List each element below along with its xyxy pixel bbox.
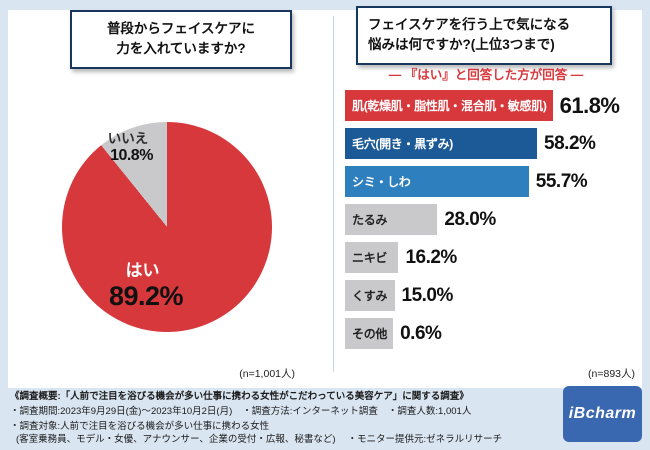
pie-no-label: いいえ xyxy=(107,131,149,146)
bar-row: その他 0.6% xyxy=(345,318,637,349)
pie-question-line1: 普段からフェイスケアに xyxy=(106,21,256,36)
pie-chart xyxy=(62,122,272,332)
bar-row: ニキビ 16.2% xyxy=(345,242,637,273)
bar-label: たるみ xyxy=(352,213,388,227)
bar-question-line1: フェイスケアを行う上で気になる xyxy=(368,17,571,32)
survey-count: ・調査人数:1,001人 xyxy=(387,405,472,417)
bar-label: 毛穴(開き・黒ずみ) xyxy=(352,137,453,151)
monitor-provider: ・モニター提供元:ゼネラルリサーチ xyxy=(347,434,503,446)
bar-row: たるみ 28.0% xyxy=(345,204,637,235)
bar-chart: 肌(乾燥肌・脂性肌・混合肌・敏感肌) 61.8% 毛穴(開き・黒ずみ) 58.2… xyxy=(345,90,637,349)
bar: 肌(乾燥肌・脂性肌・混合肌・敏感肌) xyxy=(345,90,553,121)
bar-label: 肌(乾燥肌・脂性肌・混合肌・敏感肌) xyxy=(352,99,547,113)
ibcharm-logo: iBcharm xyxy=(563,386,642,442)
survey-target: ・調査対象:人前で注目を浴びる機会が多い仕事に携わる女性 xyxy=(10,420,270,432)
bar-question-title: フェイスケアを行う上で気になる 悩みは何ですか?(上位3つまで) xyxy=(356,6,612,65)
pie-no-value: 10.8% xyxy=(110,147,153,164)
survey-overview: 《調査概要:「人前で注目を浴びる機会が多い仕事に携わる女性がこだわっている美容ケ… xyxy=(10,391,558,447)
bar-label: ニキビ xyxy=(352,251,388,265)
bar: その他 xyxy=(345,318,394,349)
bar-sample-size: (n=893人) xyxy=(588,368,635,380)
bar-value: 61.8% xyxy=(559,92,620,118)
bar-value: 16.2% xyxy=(405,246,457,268)
survey-period: ・調査期間:2023年9月29日(金)〜2023年10月2日(月) xyxy=(10,405,233,417)
bar-value: 15.0% xyxy=(401,284,454,306)
survey-overview-title: 《調査概要:「人前で注目を浴びる機会が多い仕事に携わる女性がこだわっている美容ケ… xyxy=(10,391,469,402)
bar-value: 55.7% xyxy=(535,170,588,192)
bar: たるみ xyxy=(345,204,438,235)
pie-yes-label: はい xyxy=(125,261,160,280)
bar-value: 58.2% xyxy=(544,132,596,154)
bar-row: シミ・しわ 55.7% xyxy=(345,166,637,197)
survey-target-detail: (客室乗務員、モデル・女優、アナウンサー、企業の受付・広報、秘書など) xyxy=(16,434,336,446)
bar: シミ・しわ xyxy=(345,166,529,197)
survey-method: ・調査方法:インターネット調査 xyxy=(242,405,378,417)
survey-details-row: ・調査期間:2023年9月29日(金)〜2023年10月2日(月) ・調査方法:… xyxy=(10,406,558,419)
respondent-filter-note: ― 『はい』と回答した方が回答 ― xyxy=(388,68,584,82)
bar-question-line2: 悩みは何ですか?(上位3つまで) xyxy=(368,37,555,53)
pie-yes-value: 89.2% xyxy=(108,281,184,311)
bar-value: 0.6% xyxy=(400,322,442,344)
pie-label-no: いいえ 10.8% xyxy=(73,127,183,165)
bar-row: 肌(乾燥肌・脂性肌・混合肌・敏感肌) 61.8% xyxy=(345,90,637,121)
pie-question-title: 普段からフェイスケアに 力を入れていますか? xyxy=(70,10,292,69)
pie-label-yes: はい 89.2% xyxy=(85,256,200,312)
bar-label: くすみ xyxy=(352,289,388,303)
bar: ニキビ xyxy=(345,242,399,273)
bar-label: その他 xyxy=(352,327,388,341)
bar: くすみ xyxy=(345,280,395,311)
pie-sample-size: (n=1,001人) xyxy=(239,368,295,380)
bar-value: 28.0% xyxy=(444,208,496,230)
ibcharm-logo-text: iBcharm xyxy=(568,405,637,422)
pie-question-line2: 力を入れていますか? xyxy=(116,41,246,57)
bar-row: 毛穴(開き・黒ずみ) 58.2% xyxy=(345,128,637,159)
bar-label: シミ・しわ xyxy=(352,175,411,189)
bar: 毛穴(開き・黒ずみ) xyxy=(345,128,538,159)
bar-row: くすみ 15.0% xyxy=(345,280,637,311)
survey-target-detail-row: (客室乗務員、モデル・女優、アナウンサー、企業の受付・広報、秘書など) ・モニタ… xyxy=(10,434,558,447)
vertical-divider xyxy=(333,16,334,372)
